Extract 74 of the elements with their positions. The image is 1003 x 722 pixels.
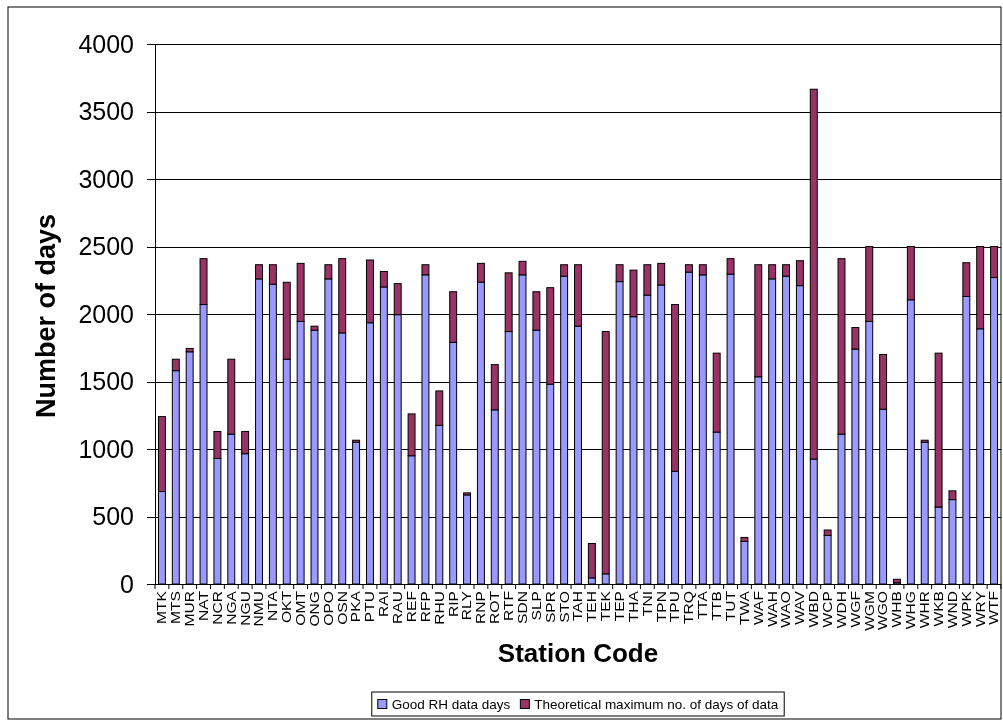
x-tick-label: MTK bbox=[154, 590, 169, 624]
x-tick-label: MTS bbox=[168, 591, 183, 624]
y-axis-title: Number of days bbox=[31, 213, 62, 419]
y-tick-label: 4000 bbox=[78, 29, 134, 58]
x-tick-label: WTF bbox=[986, 590, 1002, 625]
x-tick-label: TTB bbox=[709, 591, 724, 621]
x-tick-label: TWA bbox=[737, 590, 752, 626]
x-tick-label: WPK bbox=[959, 590, 974, 627]
y-tick-label: 1500 bbox=[78, 367, 134, 396]
x-tick-label: WGM bbox=[862, 591, 877, 631]
x-tick-label: WAF bbox=[751, 590, 766, 626]
x-tick-label: OMT bbox=[293, 590, 308, 626]
x-tick-label: PTU bbox=[362, 591, 377, 623]
x-tick-label: OSN bbox=[335, 591, 350, 625]
x-tick-label: WHR bbox=[917, 591, 932, 629]
x-tick-label: NAT bbox=[196, 590, 211, 622]
x-tick-label: RLY bbox=[459, 590, 475, 621]
x-tick-label: NTA bbox=[265, 590, 280, 622]
y-tick-label: 1000 bbox=[78, 434, 134, 463]
x-tick-label: WKB bbox=[931, 591, 946, 627]
x-tick-label: RAI bbox=[376, 591, 391, 617]
x-axis-title: Station Code bbox=[497, 638, 659, 668]
x-tick-label: WCP bbox=[820, 591, 835, 628]
x-tick-label: NGA bbox=[224, 590, 239, 625]
x-tick-label: REF bbox=[404, 590, 419, 623]
x-tick-label: WGO bbox=[876, 590, 891, 630]
x-tick-label: RHU bbox=[432, 591, 447, 625]
x-tick-label: PKA bbox=[348, 590, 364, 623]
x-tick-label: SDN bbox=[515, 591, 530, 624]
x-tick-label: OPO bbox=[321, 591, 336, 626]
y-tick-label: 500 bbox=[92, 502, 134, 531]
x-tick-label: WND bbox=[945, 591, 960, 629]
x-tick-label: WRY bbox=[973, 590, 988, 628]
x-tick-label: STO bbox=[557, 590, 572, 623]
x-tick-label: NMU bbox=[251, 591, 267, 627]
x-tick-label: WBD bbox=[806, 591, 821, 628]
x-tick-label: WHG bbox=[903, 591, 918, 630]
x-tick-label: TEK bbox=[598, 590, 613, 622]
y-tick-label: 3500 bbox=[78, 97, 134, 126]
x-tick-label: RAU bbox=[390, 591, 405, 624]
y-tick-label: 2500 bbox=[78, 232, 134, 261]
x-tick-label: WGF bbox=[848, 590, 863, 628]
x-tick-label: OKT bbox=[279, 590, 294, 624]
x-tick-label: RFP bbox=[418, 591, 433, 623]
x-tick-label: NCR bbox=[210, 591, 225, 625]
x-tick-label: TNI bbox=[640, 591, 655, 617]
y-tick-label: 0 bbox=[120, 569, 134, 598]
x-tick-label: RIP bbox=[446, 591, 461, 617]
x-tick-label: RNP bbox=[473, 591, 488, 624]
x-tick-label: NGU bbox=[238, 591, 253, 626]
x-tick-label: WDH bbox=[834, 591, 849, 629]
x-tick-label: WAH bbox=[765, 591, 780, 627]
legend-label: Theoretical maximum no. of days of data bbox=[534, 696, 779, 712]
x-tick-label: ROT bbox=[487, 590, 502, 624]
x-tick-label: ONG bbox=[307, 591, 322, 627]
x-tick-label: SLP bbox=[529, 591, 544, 621]
x-tick-label: WAV bbox=[792, 590, 807, 625]
x-tick-label: TPU bbox=[667, 591, 683, 623]
x-tick-label: THA bbox=[626, 590, 641, 623]
x-tick-label: TRQ bbox=[681, 591, 696, 624]
x-tick-label: WAO bbox=[778, 590, 794, 628]
x-tick-label: TEP bbox=[612, 591, 627, 622]
x-tick-label: TPN bbox=[654, 591, 669, 623]
x-tick-label: TAH bbox=[570, 591, 586, 622]
x-tick-label: SPR bbox=[543, 591, 558, 624]
x-tick-label: RTF bbox=[501, 590, 516, 622]
y-tick-label: 3000 bbox=[78, 164, 134, 193]
x-tick-label: TUT bbox=[723, 590, 738, 622]
x-tick-label: TTA bbox=[695, 590, 710, 620]
y-tick-label: 2000 bbox=[78, 299, 134, 328]
legend-label: Good RH data days bbox=[391, 696, 511, 712]
x-tick-label: MUR bbox=[182, 591, 197, 627]
x-tick-label: WHB bbox=[889, 591, 905, 628]
x-tick-label: TEH bbox=[584, 591, 599, 623]
